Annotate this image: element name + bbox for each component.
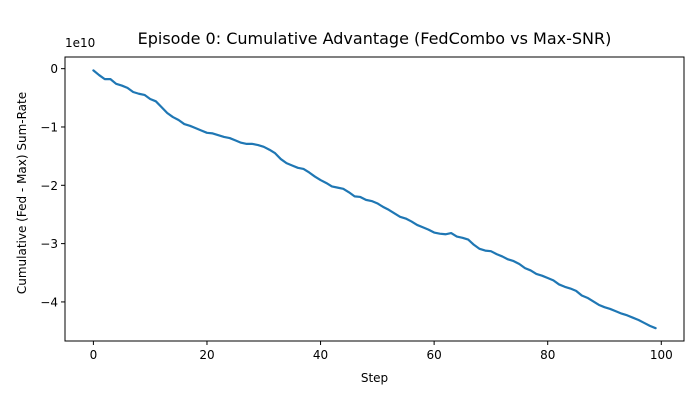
x-tick-label: 40: [313, 348, 328, 362]
y-tick-label: −3: [40, 237, 58, 251]
data-line: [92, 69, 657, 330]
x-tick-label: 20: [199, 348, 214, 362]
y-tick-label: 0: [50, 62, 58, 76]
x-tick-label: 80: [540, 348, 555, 362]
x-tick-label: 60: [426, 348, 441, 362]
y-axis-label: Cumulative (Fed - Max) Sum-Rate: [15, 92, 29, 294]
y-tick-label: −2: [40, 179, 58, 193]
chart-title: Episode 0: Cumulative Advantage (FedComb…: [138, 29, 612, 48]
y-tick-label: −4: [40, 295, 58, 309]
y-offset-label: 1e10: [65, 36, 95, 50]
x-tick-label: 0: [90, 348, 98, 362]
plot-frame: [64, 56, 685, 342]
x-axis-label: Step: [361, 371, 388, 385]
plot-area: 0 20 40 60 80 100 0 −1 −2 −3 −4: [40, 56, 685, 362]
y-tick-label: −1: [40, 120, 58, 134]
x-tick-label: 100: [650, 348, 673, 362]
